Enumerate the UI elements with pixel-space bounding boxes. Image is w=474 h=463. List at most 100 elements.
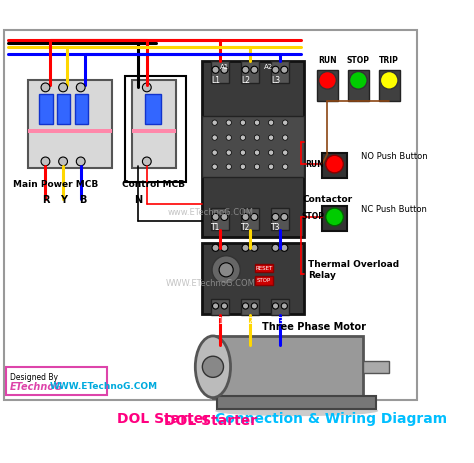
Circle shape: [240, 150, 246, 155]
Bar: [28, 129, 111, 133]
Bar: [211, 299, 229, 315]
Bar: [317, 70, 338, 100]
Circle shape: [221, 213, 228, 220]
Circle shape: [255, 150, 260, 155]
Text: ETechnoG: ETechnoG: [10, 382, 64, 392]
Bar: [217, 396, 376, 409]
Text: STOP: STOP: [257, 278, 271, 283]
Circle shape: [255, 135, 260, 140]
Text: Control MCB: Control MCB: [122, 180, 185, 189]
Circle shape: [281, 303, 287, 309]
Text: STOP: STOP: [301, 213, 324, 221]
Bar: [271, 299, 289, 315]
Circle shape: [212, 164, 217, 169]
Bar: [363, 361, 389, 373]
Bar: [348, 70, 369, 100]
Circle shape: [219, 263, 233, 277]
Bar: [322, 154, 347, 178]
Ellipse shape: [215, 406, 378, 416]
Circle shape: [226, 120, 231, 125]
Circle shape: [242, 303, 249, 309]
Circle shape: [281, 213, 288, 220]
Bar: [28, 81, 111, 169]
Text: L2: L2: [241, 76, 250, 85]
Bar: [57, 94, 70, 125]
Circle shape: [242, 213, 249, 220]
Circle shape: [281, 244, 288, 251]
Bar: [39, 94, 53, 125]
Bar: [145, 94, 161, 125]
Bar: [74, 94, 88, 125]
Text: Y: Y: [60, 195, 66, 205]
Circle shape: [272, 213, 279, 220]
Bar: [213, 336, 363, 398]
Bar: [271, 208, 289, 230]
Text: www.ETechnoG.COM: www.ETechnoG.COM: [167, 208, 253, 217]
Bar: [211, 208, 229, 230]
Ellipse shape: [319, 71, 337, 89]
Circle shape: [273, 303, 279, 309]
Circle shape: [255, 164, 260, 169]
Circle shape: [212, 256, 240, 284]
Text: DOL Starter: DOL Starter: [117, 412, 210, 426]
Circle shape: [212, 120, 217, 125]
Circle shape: [268, 120, 273, 125]
Circle shape: [281, 66, 288, 73]
Ellipse shape: [349, 71, 367, 89]
Text: WWW.ETechnoG.COM: WWW.ETechnoG.COM: [165, 279, 255, 288]
Text: RUN: RUN: [305, 160, 324, 169]
Ellipse shape: [326, 155, 343, 173]
Circle shape: [283, 150, 288, 155]
Bar: [132, 81, 176, 169]
Text: Designed By: Designed By: [10, 373, 58, 382]
Circle shape: [240, 135, 246, 140]
Circle shape: [272, 66, 279, 73]
Ellipse shape: [326, 208, 343, 226]
Circle shape: [255, 120, 260, 125]
Ellipse shape: [380, 71, 398, 89]
Bar: [211, 61, 229, 83]
Circle shape: [202, 356, 224, 377]
Text: RUN: RUN: [318, 56, 337, 65]
Text: T1: T1: [211, 223, 220, 232]
Circle shape: [226, 150, 231, 155]
Bar: [132, 129, 176, 133]
Bar: [241, 61, 259, 83]
Bar: [202, 116, 304, 177]
Circle shape: [251, 66, 258, 73]
Circle shape: [41, 83, 50, 92]
Circle shape: [240, 120, 246, 125]
Text: T2: T2: [241, 223, 250, 232]
Circle shape: [283, 120, 288, 125]
Text: Connection & Wiring Diagram: Connection & Wiring Diagram: [210, 412, 447, 426]
Text: L3: L3: [271, 76, 280, 85]
Text: Main Power MCB: Main Power MCB: [13, 180, 99, 189]
Bar: [255, 263, 273, 273]
Circle shape: [242, 66, 249, 73]
Text: Thermal Overload
Relay: Thermal Overload Relay: [308, 260, 399, 280]
Ellipse shape: [195, 336, 230, 398]
Bar: [241, 208, 259, 230]
Circle shape: [59, 157, 67, 166]
Circle shape: [212, 244, 219, 251]
Circle shape: [212, 303, 219, 309]
Circle shape: [226, 164, 231, 169]
Bar: [202, 244, 304, 314]
Circle shape: [41, 157, 50, 166]
Bar: [322, 206, 347, 231]
Circle shape: [76, 83, 85, 92]
Text: STOP: STOP: [347, 56, 370, 65]
Text: DOL Starter: DOL Starter: [164, 414, 257, 428]
Text: T2: T2: [245, 317, 255, 325]
Circle shape: [76, 157, 85, 166]
Circle shape: [268, 135, 273, 140]
Text: A2: A2: [264, 64, 273, 70]
Bar: [271, 61, 289, 83]
Circle shape: [283, 135, 288, 140]
Circle shape: [268, 150, 273, 155]
Circle shape: [221, 244, 228, 251]
Text: T3: T3: [271, 223, 280, 232]
Circle shape: [242, 244, 249, 251]
Text: WWW.ETechnoG.COM: WWW.ETechnoG.COM: [50, 382, 158, 391]
Circle shape: [272, 244, 279, 251]
